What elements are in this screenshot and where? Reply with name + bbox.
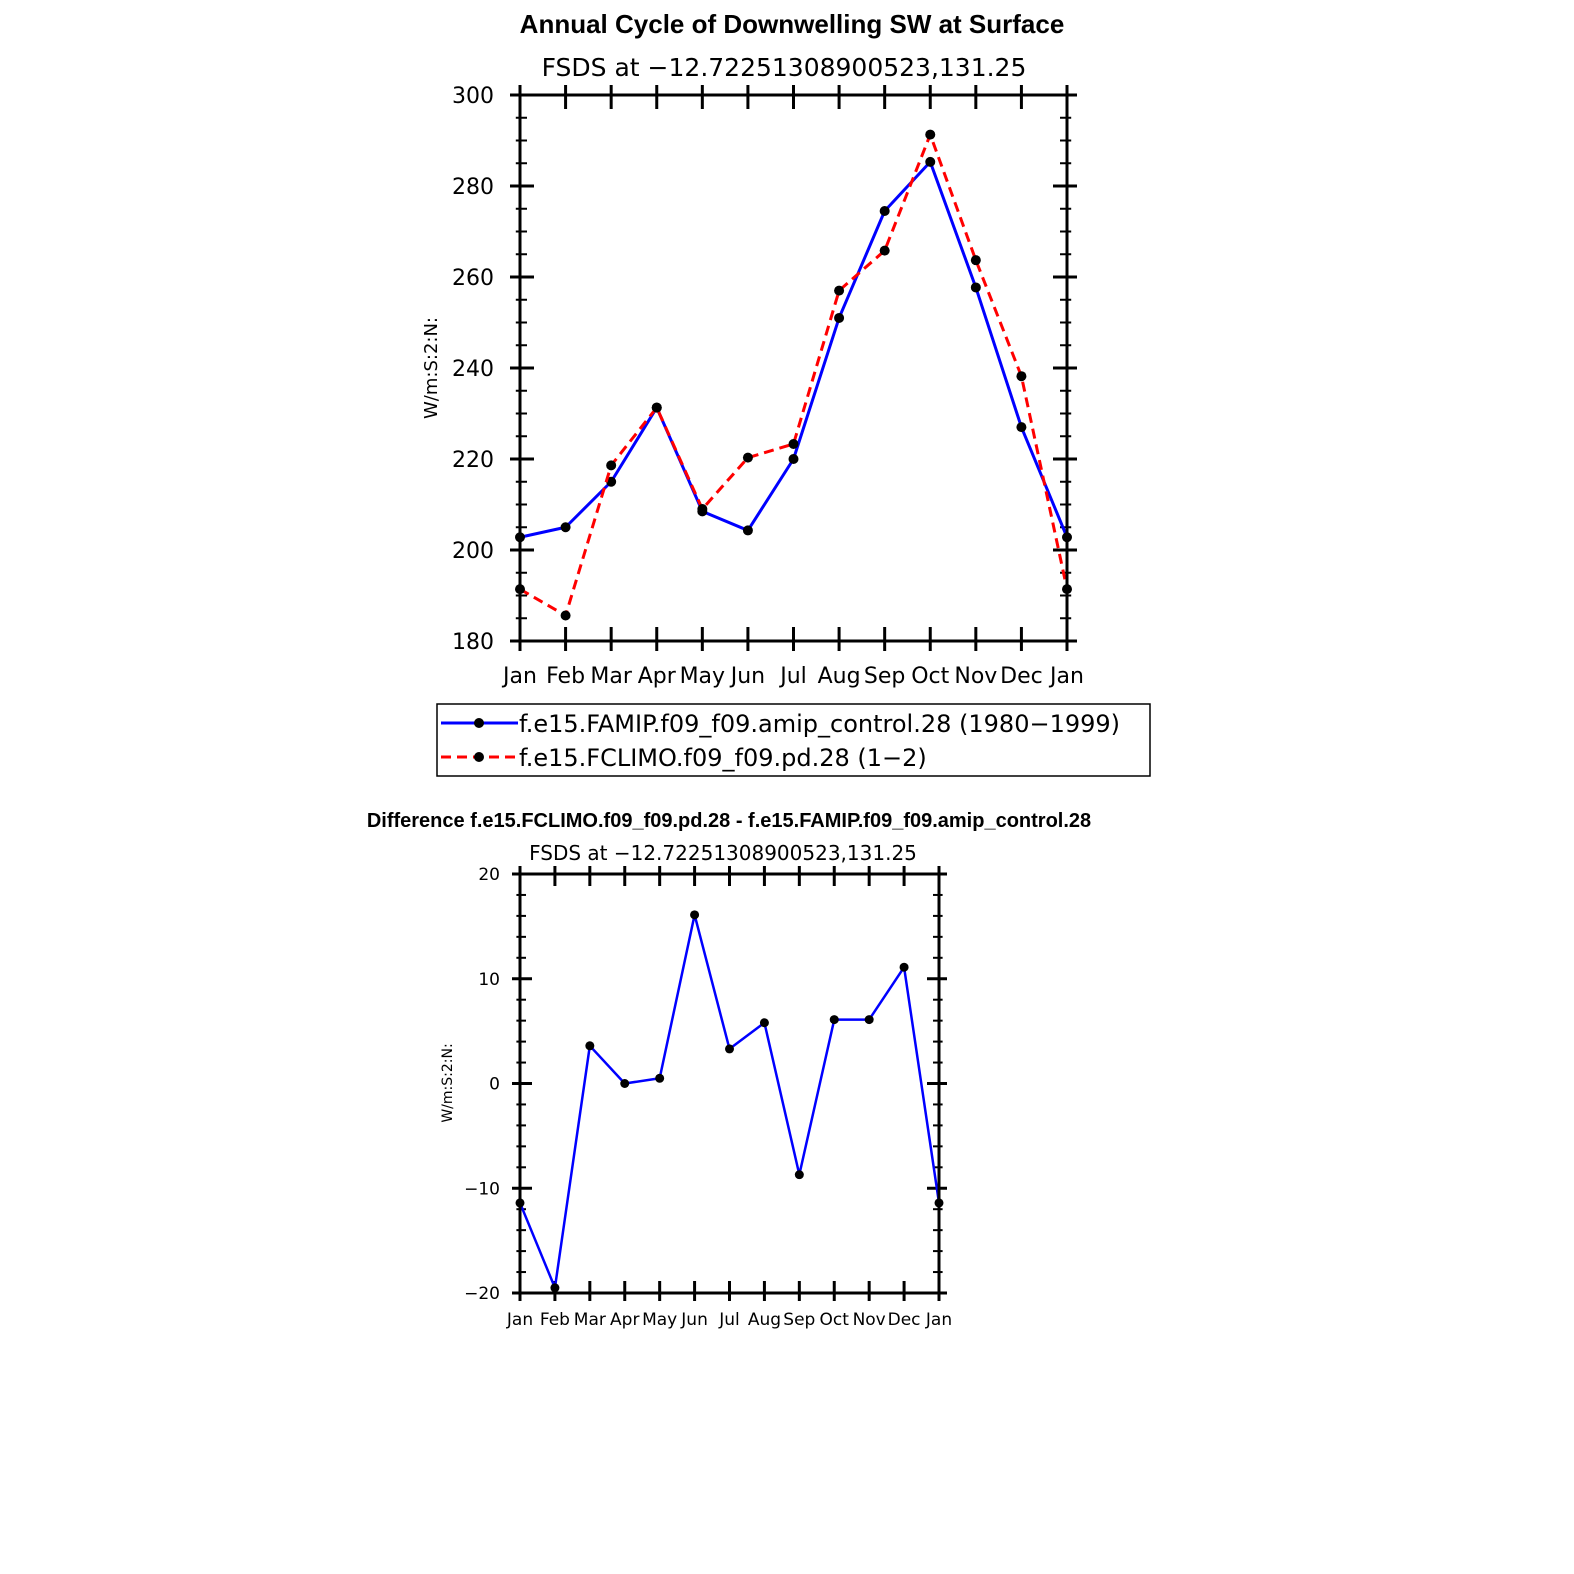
y-tick-label: 300	[452, 84, 494, 109]
y-tick-label: −20	[464, 1284, 500, 1304]
x-tick-label: Jul	[778, 664, 807, 689]
x-tick-label: Dec	[888, 1310, 921, 1330]
data-point	[1016, 371, 1027, 382]
data-point	[725, 1044, 734, 1054]
data-point	[606, 460, 617, 471]
series-line-0	[518, 913, 941, 1290]
data-point	[742, 525, 753, 536]
y-tick-label: −10	[464, 1179, 500, 1199]
x-tick-label: Jan	[506, 1310, 533, 1330]
x-tick-label: Sep	[783, 1310, 815, 1330]
series-lines	[515, 910, 944, 1293]
data-point	[970, 282, 981, 293]
data-point	[690, 910, 700, 920]
data-point	[560, 522, 571, 533]
data-point	[585, 1041, 595, 1051]
x-tick-labels: Jan Feb Mar Apr May Jun Jul Aug Sep Oct Nov Dec Jan	[506, 1310, 952, 1330]
x-tick-label: Jan	[925, 1310, 952, 1330]
data-point	[879, 245, 890, 256]
data-point	[794, 1170, 804, 1180]
data-point	[651, 402, 662, 413]
x-tick-label: Jan	[1048, 664, 1084, 689]
x-tick-label: Aug	[818, 664, 861, 689]
y-tick-labels: −20 −10 0 10 20	[464, 865, 500, 1304]
data-point	[925, 156, 936, 167]
legend: f.e15.FAMIP.f09_f09.amip_control.28 (198…	[436, 703, 1151, 777]
x-tick-label: Feb	[540, 1310, 570, 1330]
x-tick-label: Jul	[718, 1310, 740, 1330]
legend-label-famip: f.e15.FAMIP.f09_f09.amip_control.28 (198…	[519, 710, 1120, 738]
data-point	[925, 129, 936, 140]
legend-marker-famip	[474, 718, 484, 728]
data-point	[899, 962, 909, 972]
data-point	[742, 452, 753, 463]
series-line-0	[519, 160, 1069, 539]
y-axis-label: W/m:S:2:N:	[440, 1043, 456, 1122]
chart-subtitle: FSDS at −12.72251308900523,131.25	[542, 53, 1027, 82]
data-point	[788, 438, 799, 449]
data-point	[834, 312, 845, 323]
y-tick-labels: 180 200 220 240 260 280 300	[452, 84, 494, 655]
chart-title: Annual Cycle of Downwelling SW at Surfac…	[520, 9, 1065, 39]
y-tick-label: 240	[452, 357, 494, 382]
x-tick-label: Mar	[590, 664, 632, 689]
x-tick-label: Oct	[911, 664, 949, 689]
x-tick-label: Oct	[820, 1310, 850, 1330]
plot-frame	[518, 93, 1069, 643]
x-tick-label: Nov	[853, 1310, 886, 1330]
chart-subtitle: FSDS at −12.72251308900523,131.25	[529, 841, 917, 865]
y-tick-label: 20	[478, 865, 500, 885]
y-tick-label: 0	[489, 1075, 500, 1095]
difference-chart: Difference f.e15.FCLIMO.f09_f09.pd.28 - …	[367, 810, 1091, 1330]
x-tick-label: Aug	[748, 1310, 781, 1330]
series-lines	[515, 129, 1072, 621]
y-tick-label: 260	[452, 266, 494, 291]
annual-cycle-chart: Annual Cycle of Downwelling SW at Surfac…	[421, 9, 1151, 777]
data-point	[1016, 422, 1027, 433]
data-point	[620, 1079, 630, 1088]
y-axis-label: W/m:S:2:N:	[421, 317, 442, 419]
chart-title: Difference f.e15.FCLIMO.f09_f09.pd.28 - …	[367, 810, 1091, 832]
legend-box	[436, 703, 1151, 777]
data-point	[879, 206, 890, 217]
x-tick-label: Sep	[864, 664, 905, 689]
y-tick-label: 180	[452, 630, 494, 655]
x-tick-label: Mar	[574, 1310, 606, 1330]
x-tick-label: Jun	[729, 664, 765, 689]
x-tick-label: Jan	[501, 664, 537, 689]
data-point	[829, 1015, 839, 1025]
axis-ticks	[510, 85, 1077, 651]
plot-frame	[518, 872, 941, 1295]
x-tick-label: Dec	[1000, 664, 1043, 689]
x-tick-label: Nov	[954, 664, 997, 689]
data-point	[834, 285, 845, 296]
legend-label-fclimo: f.e15.FCLIMO.f09_f09.pd.28 (1−2)	[519, 744, 927, 772]
axis-ticks	[512, 866, 947, 1301]
x-tick-labels: Jan Feb Mar Apr May Jun Jul Aug Sep Oct Nov Dec Jan	[501, 664, 1084, 689]
series-line-1	[519, 133, 1069, 618]
data-point	[550, 1283, 560, 1293]
x-tick-label: May	[642, 1310, 677, 1330]
data-point	[697, 504, 708, 515]
y-tick-label: 10	[478, 970, 500, 990]
y-tick-label: 220	[452, 448, 494, 473]
y-tick-label: 200	[452, 539, 494, 564]
data-point	[560, 610, 571, 621]
data-point	[788, 454, 799, 464]
data-point	[606, 476, 617, 487]
y-tick-label: 280	[452, 175, 494, 200]
legend-marker-fclimo	[474, 752, 484, 762]
x-tick-label: Feb	[546, 664, 585, 689]
data-point	[864, 1015, 874, 1025]
legend-entry-2: f.e15.FCLIMO.f09_f09.pd.28 (1−2)	[441, 744, 927, 772]
data-point	[655, 1073, 665, 1083]
x-tick-label: Jun	[680, 1310, 708, 1330]
x-tick-label: Apr	[638, 664, 677, 689]
data-point	[759, 1018, 769, 1028]
data-point	[970, 255, 981, 266]
x-tick-label: Apr	[610, 1310, 639, 1330]
x-tick-label: May	[680, 664, 725, 689]
legend-entry-1: f.e15.FAMIP.f09_f09.amip_control.28 (198…	[441, 710, 1120, 738]
